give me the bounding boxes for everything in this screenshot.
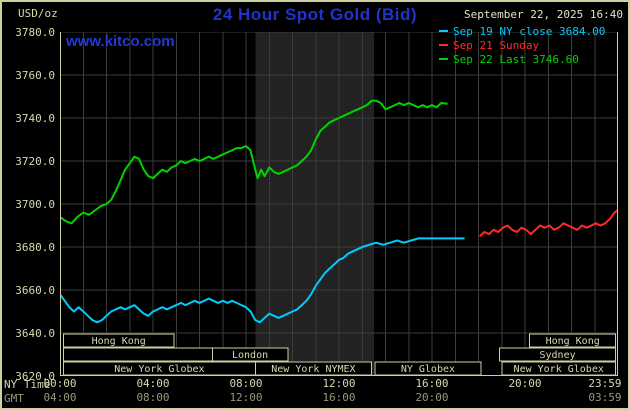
y-tick-label: 3660.0 xyxy=(15,284,55,297)
y-tick-label: 3740.0 xyxy=(15,112,55,125)
x-axis-ny-labels: 00:00 04:00 08:00 12:00 16:00 20:00 23:59 xyxy=(43,377,622,390)
x-tick-label: 20:00 xyxy=(508,377,542,390)
x-axis-gmt-labels: 04:00 08:00 12:00 16:00 20:00 03:59 xyxy=(43,391,622,404)
kitco-watermark-link[interactable]: www.kitco.com xyxy=(66,33,175,50)
session-box xyxy=(529,333,617,348)
series-line-sep21 xyxy=(479,209,618,238)
x-tick-label: 03:59 xyxy=(588,391,622,404)
session-box xyxy=(211,347,289,362)
session-label: NY Globex xyxy=(401,364,455,375)
x-tick-label: 04:00 xyxy=(43,391,77,404)
legend-label: Sep 21 Sunday xyxy=(453,39,540,52)
chart-plot: Hong Kong Hong Kong London Sydney New York G… xyxy=(60,32,618,376)
y-tick-label: 3680.0 xyxy=(15,241,55,254)
legend-label: Sep 22 Last 3746.60 xyxy=(453,53,579,66)
session-box xyxy=(498,347,617,362)
session-label: London xyxy=(232,350,268,361)
y-tick-label: 3640.0 xyxy=(15,327,55,340)
series-line-sep22 xyxy=(60,99,448,225)
session-label: Hong Kong xyxy=(92,336,146,347)
session-label: New York Globex xyxy=(114,364,204,375)
x-tick-label: 12:00 xyxy=(322,377,356,390)
session-box xyxy=(62,333,175,348)
x-tick-label: 16:00 xyxy=(415,377,449,390)
session-label: Sydney xyxy=(539,350,575,361)
y-tick-label: 3700.0 xyxy=(15,198,55,211)
x-tick-label: 08:00 xyxy=(229,377,263,390)
gmt-axis-label: GMT xyxy=(4,392,24,405)
x-tick-label: 04:00 xyxy=(136,377,170,390)
legend-label: Sep 19 NY close 3684.00 xyxy=(453,25,606,38)
y-axis-labels: 3780.0 3760.0 3740.0 3720.0 3700.0 3680.0 3660… xyxy=(2,26,55,383)
series-line-sep19 xyxy=(60,237,465,324)
legend-color-dash xyxy=(439,44,448,46)
ny-time-axis-label: NY Time xyxy=(4,378,51,391)
x-tick-label: 16:00 xyxy=(322,391,356,404)
x-tick-label: 00:00 xyxy=(43,377,77,390)
legend-color-dash xyxy=(439,30,448,32)
y-tick-label: 3720.0 xyxy=(15,155,55,168)
legend: Sep 19 NY close 3684.00 Sep 21 Sunday Sep … xyxy=(439,25,605,67)
session-label: Hong Kong xyxy=(546,336,600,347)
y-tick-label: 3760.0 xyxy=(15,69,55,82)
x-tick-label: 23:59 xyxy=(588,377,622,390)
y-tick-label: 3780.0 xyxy=(15,26,55,39)
y-axis-units-label: USD/oz xyxy=(18,7,58,20)
x-tick-label: 12:00 xyxy=(229,391,263,404)
session-label: New York NYMEX xyxy=(271,364,355,375)
y-tick-label: 3620.0 xyxy=(15,370,55,383)
chart-title: 24 Hour Spot Gold (Bid) xyxy=(212,5,418,24)
legend-item: Sep 21 Sunday xyxy=(439,39,605,53)
x-tick-label: 08:00 xyxy=(136,391,170,404)
chart-datetime: September 22, 2025 16:40 xyxy=(464,8,623,21)
session-label: New York Globex xyxy=(514,364,604,375)
legend-color-dash xyxy=(439,58,448,60)
x-tick-label: 20:00 xyxy=(415,391,449,404)
legend-item: Sep 22 Last 3746.60 xyxy=(439,53,605,67)
legend-item: Sep 19 NY close 3684.00 xyxy=(439,25,605,39)
session-box xyxy=(62,347,213,362)
